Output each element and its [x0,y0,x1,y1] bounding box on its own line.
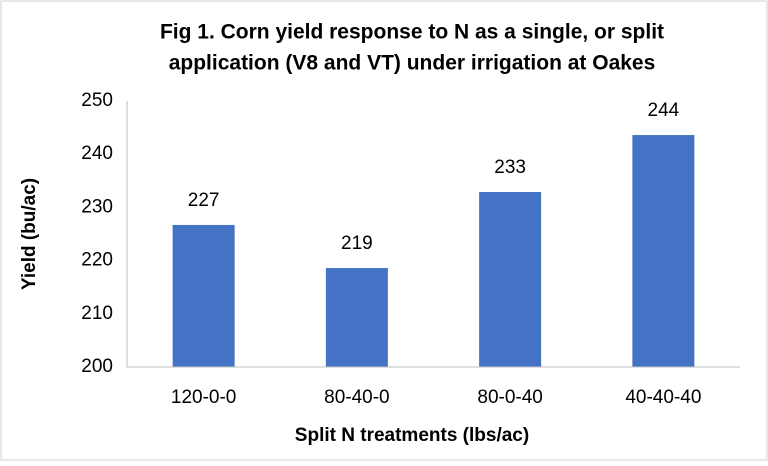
bar [325,268,388,367]
bar [479,191,542,367]
y-tick-label: 210 [81,303,113,324]
x-axis-title: Split N treatments (lbs/ac) [295,425,529,446]
y-tick-label: 230 [81,196,113,217]
y-tick-label: 250 [81,90,113,111]
y-tick-label: 200 [81,356,113,377]
x-tick-label: 40-40-40 [625,387,701,408]
data-label: 227 [188,190,220,211]
chart-title: application (V8 and VT) under irrigation… [169,52,656,75]
chart-title: Fig 1. Corn yield response to N as a sin… [160,21,664,44]
x-tick-label: 80-0-40 [477,387,543,408]
x-tick-label: 80-40-0 [324,387,390,408]
data-label: 233 [494,157,526,178]
y-tick-label: 220 [81,250,113,271]
bar [172,224,235,367]
y-axis-title: Yield (bu/ac) [19,178,40,290]
y-tick-label: 240 [81,143,113,164]
x-tick-label: 120-0-0 [171,387,237,408]
bar [632,135,695,367]
data-label: 219 [341,233,373,254]
data-label: 244 [648,100,680,121]
